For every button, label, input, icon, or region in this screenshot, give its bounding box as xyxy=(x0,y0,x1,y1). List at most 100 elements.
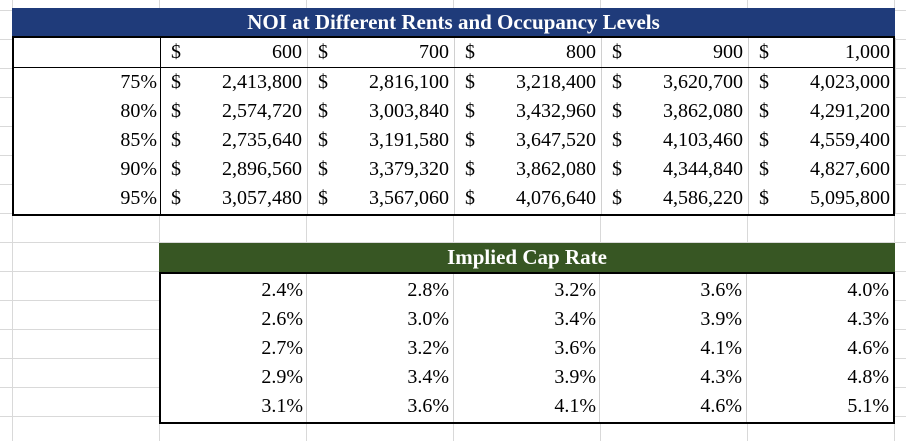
noi-title: NOI at Different Rents and Occupancy Lev… xyxy=(12,8,895,36)
table-row: 80% $2,574,720 $3,003,840 $3,432,960 $3,862,… xyxy=(14,97,893,126)
noi-value: 4,023,000 xyxy=(810,71,890,93)
currency-symbol: $ xyxy=(465,71,475,93)
currency-symbol: $ xyxy=(171,129,181,151)
column-divider xyxy=(307,38,308,214)
noi-value: 4,103,460 xyxy=(663,129,743,151)
cap-rate-value: 3.1% xyxy=(261,395,303,417)
noi-value: 2,574,720 xyxy=(222,100,302,122)
cap-rate-value: 3.6% xyxy=(700,279,742,301)
currency-symbol: $ xyxy=(759,71,769,93)
cap-rate-value: 3.4% xyxy=(554,308,596,330)
currency-symbol: $ xyxy=(465,158,475,180)
currency-symbol: $ xyxy=(612,41,622,63)
currency-symbol: $ xyxy=(759,129,769,151)
currency-symbol: $ xyxy=(759,41,769,63)
currency-symbol: $ xyxy=(465,100,475,122)
noi-value: 2,816,100 xyxy=(369,71,449,93)
cap-rate-value: 2.9% xyxy=(261,366,303,388)
cap-rate-value: 3.2% xyxy=(407,337,449,359)
column-divider xyxy=(453,274,454,422)
currency-symbol: $ xyxy=(318,71,328,93)
currency-symbol: $ xyxy=(612,100,622,122)
table-row: 90% $2,896,560 $3,379,320 $3,862,080 $4,344,… xyxy=(14,155,893,184)
noi-value: 3,057,480 xyxy=(222,187,302,209)
currency-symbol: $ xyxy=(465,129,475,151)
cap-rate-value: 3.2% xyxy=(554,279,596,301)
noi-value: 4,344,840 xyxy=(663,158,743,180)
cap-rate-value: 5.1% xyxy=(847,395,889,417)
column-divider xyxy=(599,274,600,422)
column-divider xyxy=(160,38,161,214)
occupancy-label: 90% xyxy=(120,158,157,180)
cap-rate-value: 2.7% xyxy=(261,337,303,359)
cap-rate-row: 2.4% 2.8% 3.2% 3.6% 4.0% xyxy=(161,276,893,305)
noi-value: 3,432,960 xyxy=(516,100,596,122)
cap-rate-value: 3.6% xyxy=(554,337,596,359)
currency-symbol: $ xyxy=(612,129,622,151)
currency-symbol: $ xyxy=(171,71,181,93)
currency-symbol: $ xyxy=(759,100,769,122)
currency-symbol: $ xyxy=(318,41,328,63)
cap-rate-value: 2.4% xyxy=(261,279,303,301)
cap-rate-value: 3.4% xyxy=(407,366,449,388)
occupancy-label: 75% xyxy=(120,71,157,93)
table-row: 75% $2,413,800 $2,816,100 $3,218,400 $3,620,… xyxy=(14,68,893,97)
cap-rate-value: 4.1% xyxy=(700,337,742,359)
occupancy-label: 95% xyxy=(120,187,157,209)
noi-value: 3,647,520 xyxy=(516,129,596,151)
cap-rate-value: 2.6% xyxy=(261,308,303,330)
noi-value: 4,076,640 xyxy=(516,187,596,209)
cap-rate-row: 2.9% 3.4% 3.9% 4.3% 4.8% xyxy=(161,363,893,392)
noi-value: 2,735,640 xyxy=(222,129,302,151)
column-divider xyxy=(748,38,749,214)
rent-header: 600 xyxy=(272,41,302,63)
noi-value: 4,291,200 xyxy=(810,100,890,122)
currency-symbol: $ xyxy=(759,158,769,180)
cap-rate-value: 3.9% xyxy=(700,308,742,330)
noi-value: 2,413,800 xyxy=(222,71,302,93)
noi-value: 3,191,580 xyxy=(369,129,449,151)
noi-value: 4,559,400 xyxy=(810,129,890,151)
noi-value: 3,379,320 xyxy=(369,158,449,180)
table-row: 95% $3,057,480 $3,567,060 $4,076,640 $4,586,… xyxy=(14,184,893,213)
currency-symbol: $ xyxy=(612,158,622,180)
cap-rate-value: 3.0% xyxy=(407,308,449,330)
column-divider xyxy=(895,38,896,214)
cap-rate-value: 4.6% xyxy=(700,395,742,417)
cap-rate-value: 3.9% xyxy=(554,366,596,388)
cap-rate-table: 2.4% 2.8% 3.2% 3.6% 4.0% 2.6% 3.0% 3.4% 3.9% 4.3%… xyxy=(159,272,895,424)
cap-rate-value: 4.8% xyxy=(847,366,889,388)
cap-rate-row: 2.6% 3.0% 3.4% 3.9% 4.3% xyxy=(161,305,893,334)
cap-rate-value: 4.6% xyxy=(847,337,889,359)
cap-rate-value: 2.8% xyxy=(407,279,449,301)
currency-symbol: $ xyxy=(318,100,328,122)
currency-symbol: $ xyxy=(318,187,328,209)
rent-header: 700 xyxy=(419,41,449,63)
table-row: 85% $2,735,640 $3,191,580 $3,647,520 $4,103,… xyxy=(14,126,893,155)
cap-rate-title: Implied Cap Rate xyxy=(159,243,895,272)
noi-table: $600 $700 $800 $900 $1,000 75% $2,413,800 $2,81… xyxy=(12,36,896,216)
column-divider xyxy=(306,274,307,422)
occupancy-label: 80% xyxy=(120,100,157,122)
cap-rate-value: 3.6% xyxy=(407,395,449,417)
noi-value: 2,896,560 xyxy=(222,158,302,180)
rent-header: 800 xyxy=(566,41,596,63)
noi-value: 3,218,400 xyxy=(516,71,596,93)
cap-rate-value: 4.3% xyxy=(847,308,889,330)
table-header-row: $600 $700 $800 $900 $1,000 xyxy=(14,38,893,67)
rent-header: 1,000 xyxy=(845,41,890,63)
currency-symbol: $ xyxy=(465,41,475,63)
header-separator xyxy=(14,67,893,68)
noi-value: 3,862,080 xyxy=(516,158,596,180)
rent-header: 900 xyxy=(713,41,743,63)
cap-rate-value: 4.0% xyxy=(847,279,889,301)
noi-value: 5,095,800 xyxy=(810,187,890,209)
cap-rate-value: 4.1% xyxy=(554,395,596,417)
noi-value: 4,827,600 xyxy=(810,158,890,180)
noi-value: 3,862,080 xyxy=(663,100,743,122)
currency-symbol: $ xyxy=(759,187,769,209)
occupancy-label: 85% xyxy=(120,129,157,151)
column-divider xyxy=(454,38,455,214)
currency-symbol: $ xyxy=(612,71,622,93)
currency-symbol: $ xyxy=(318,129,328,151)
